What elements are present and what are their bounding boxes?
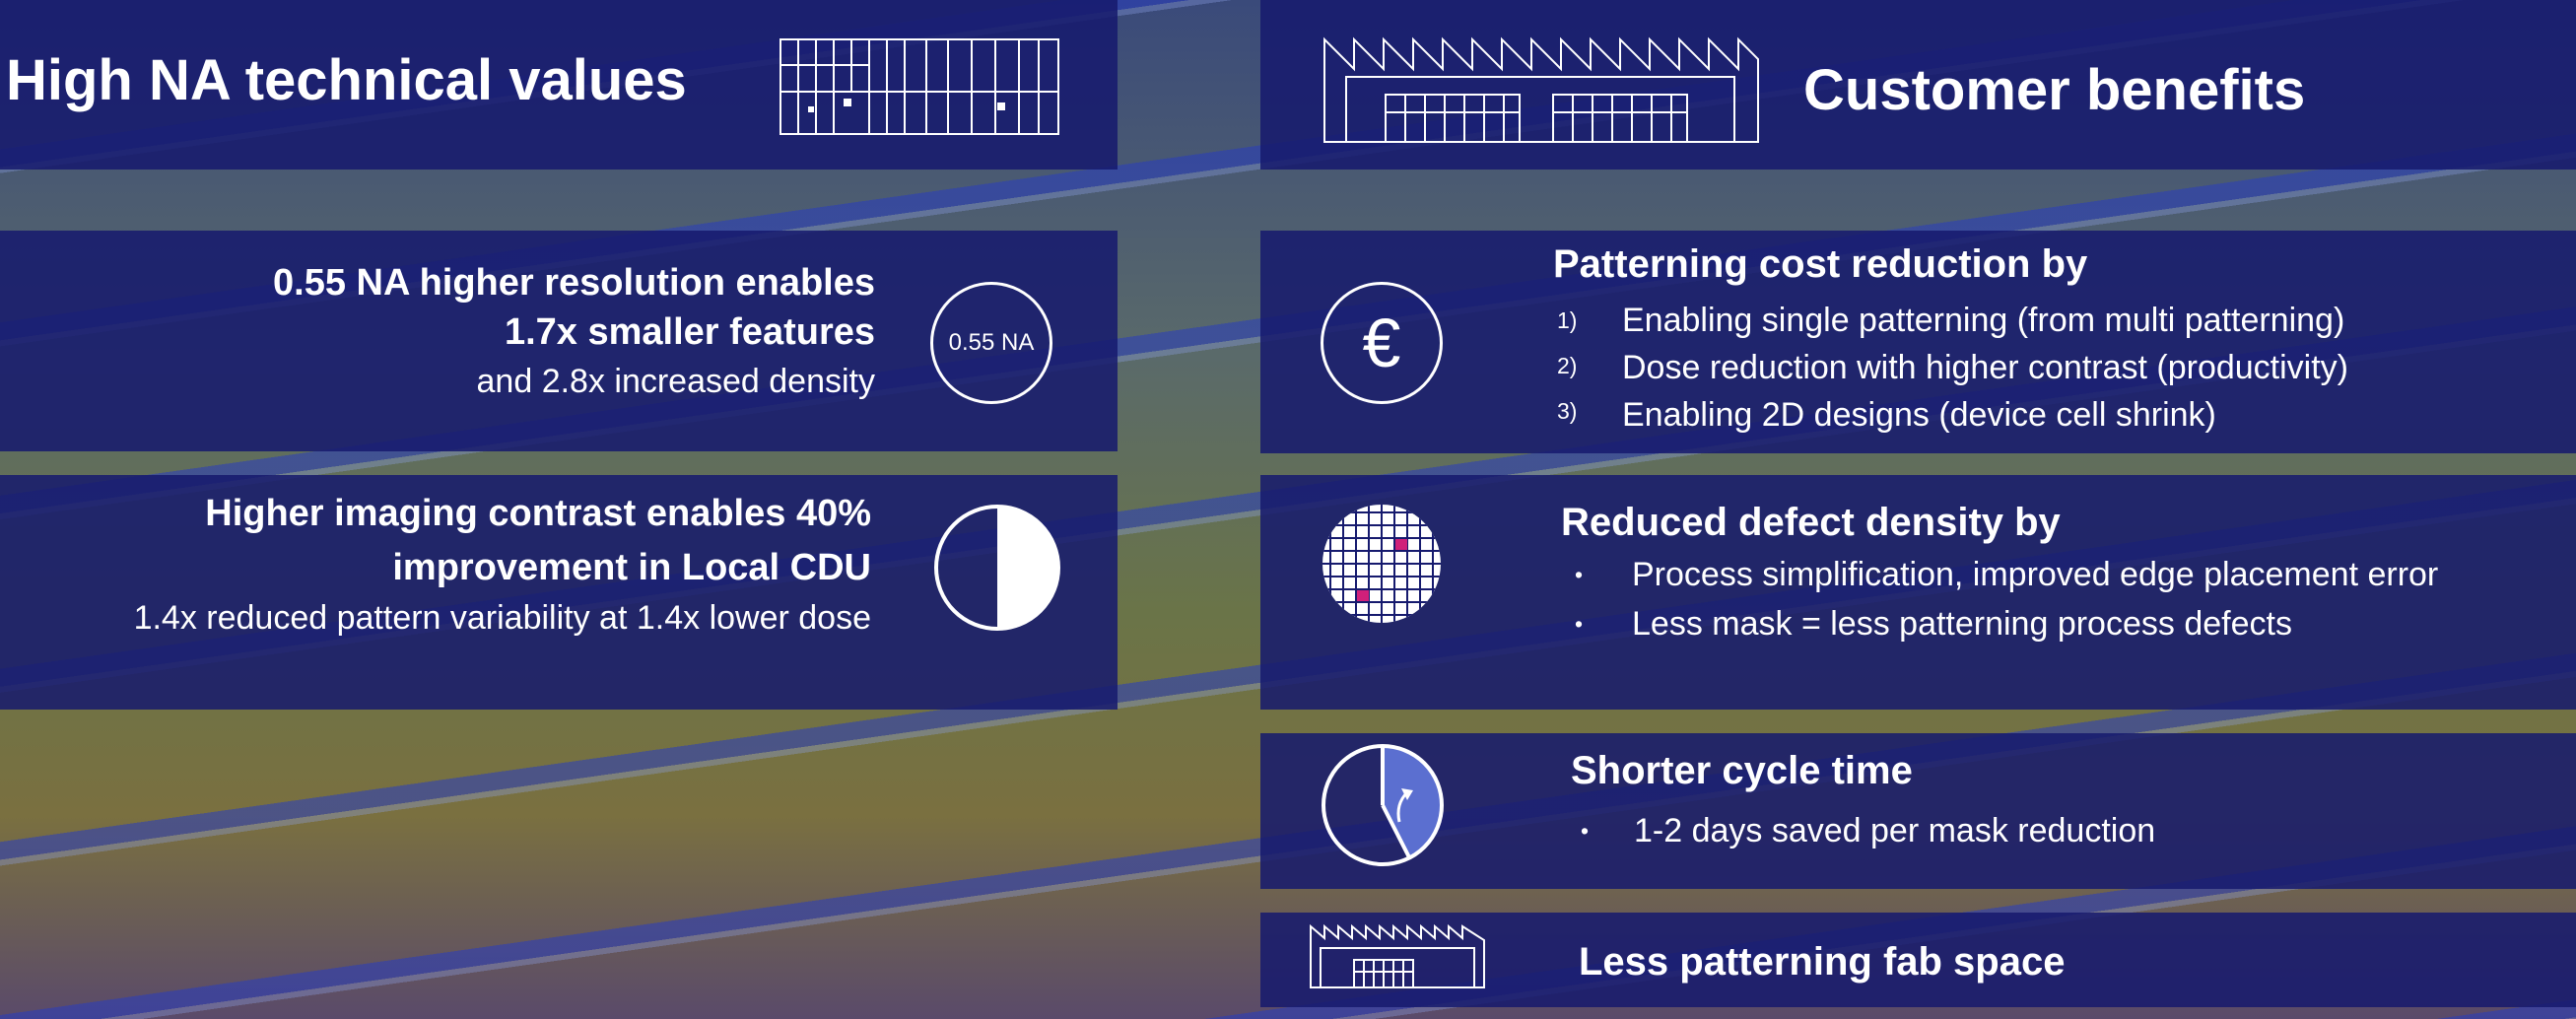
- contrast-line2: improvement in Local CDU: [392, 547, 871, 588]
- cost-item-2-marker: 2): [1557, 353, 1578, 378]
- euro-icon: €: [1321, 282, 1443, 404]
- cost-item-3-marker: 3): [1557, 398, 1578, 424]
- cost-item-1-marker: 1): [1557, 307, 1578, 333]
- resolution-line2: 1.7x smaller features: [504, 311, 875, 353]
- defect-item-1-marker: •: [1575, 562, 1584, 587]
- contrast-line1: Higher imaging contrast enables 40%: [205, 493, 871, 534]
- cost-item-3-text: Enabling 2D designs (device cell shrink): [1622, 396, 2216, 434]
- defect-heading: Reduced defect density by: [1561, 501, 2061, 544]
- clock-icon: [1322, 744, 1444, 866]
- contrast-line3: 1.4x reduced pattern variability at 1.4x…: [133, 599, 871, 637]
- factory-icon: [1310, 923, 1485, 988]
- cost-heading: Patterning cost reduction by: [1553, 242, 2088, 286]
- euro-symbol: €: [1362, 305, 1401, 381]
- wafer-grid-icon: [1322, 505, 1441, 623]
- left-header-panel: [0, 0, 1118, 170]
- cost-item-1-text: Enabling single patterning (from multi p…: [1622, 302, 2345, 339]
- defect-item-2-text: Less mask = less patterning process defe…: [1632, 605, 2292, 643]
- cycle-item-1-text: 1-2 days saved per mask reduction: [1634, 812, 2156, 849]
- factory-header-icon: [1323, 36, 1759, 143]
- right-title: Customer benefits: [1803, 58, 2306, 122]
- cost-panel: [1260, 231, 2576, 453]
- contrast-panel: [0, 475, 1118, 710]
- left-title: High NA technical values: [6, 48, 687, 112]
- machine-floorplan-icon: [780, 38, 1059, 135]
- fab-heading: Less patterning fab space: [1579, 940, 2066, 984]
- resolution-line1: 0.55 NA higher resolution enables: [273, 262, 875, 304]
- na-badge-icon: 0.55 NA: [930, 282, 1052, 404]
- half-circle-icon: [934, 505, 1060, 631]
- cycle-heading: Shorter cycle time: [1571, 749, 1913, 792]
- cost-item-2-text: Dose reduction with higher contrast (pro…: [1622, 349, 2348, 386]
- defect-panel: [1260, 475, 2576, 710]
- cycle-item-1-marker: •: [1581, 818, 1590, 844]
- fab-panel: [1260, 913, 2576, 1007]
- defect-item-2-marker: •: [1575, 611, 1584, 637]
- defect-item-1-text: Process simplification, improved edge pl…: [1632, 556, 2439, 593]
- na-badge-label: 0.55 NA: [948, 329, 1035, 356]
- cycle-panel: [1260, 733, 2576, 889]
- resolution-line3: and 2.8x increased density: [476, 363, 875, 400]
